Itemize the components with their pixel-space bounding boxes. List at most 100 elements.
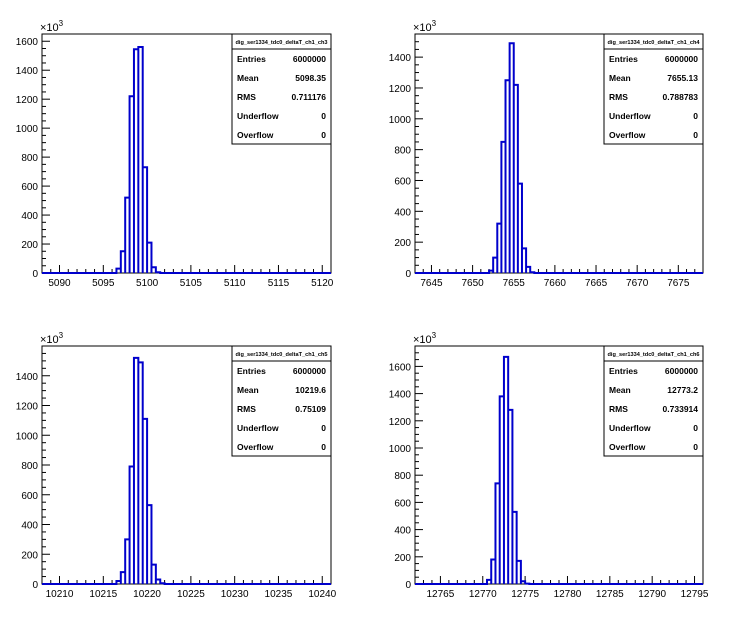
x-tick-label: 5115 bbox=[268, 278, 290, 289]
y-tick-label: 400 bbox=[21, 211, 38, 222]
histogram-bin bbox=[151, 267, 155, 273]
histogram-bin bbox=[138, 362, 142, 584]
stats-label: RMS bbox=[237, 92, 256, 102]
y-tick-label: 600 bbox=[21, 182, 38, 193]
histogram-bin bbox=[156, 272, 160, 273]
x-tick-label: 7660 bbox=[544, 278, 567, 289]
y-tick-label: 800 bbox=[394, 471, 411, 482]
histogram-panel: 0 200 400 600 800 1000 1200 1400 10210 10215 10220… bbox=[16, 331, 337, 600]
y-tick-label: 1400 bbox=[389, 53, 412, 64]
stats-value: 6000000 bbox=[293, 366, 326, 376]
histogram-bin bbox=[147, 243, 151, 273]
y-tick-label: 1400 bbox=[389, 390, 412, 401]
histogram-bin bbox=[491, 560, 495, 584]
y-tick-label: 200 bbox=[21, 240, 38, 251]
y-exponent-label: ×103 bbox=[40, 331, 64, 346]
stats-value: 0.711176 bbox=[291, 92, 326, 102]
histogram-bin bbox=[121, 251, 125, 273]
stats-box bbox=[603, 33, 704, 145]
histogram-bin bbox=[134, 49, 138, 273]
y-tick-label: 1200 bbox=[16, 402, 39, 413]
stats-value: 0 bbox=[693, 442, 698, 452]
histogram-bin bbox=[138, 47, 142, 273]
histogram-bin bbox=[518, 184, 522, 273]
x-tick-label: 12785 bbox=[596, 589, 624, 600]
histogram-bin bbox=[506, 80, 510, 273]
histogram-bin bbox=[125, 198, 129, 273]
stats-label: Overflow bbox=[237, 442, 274, 452]
y-tick-label: 800 bbox=[21, 153, 38, 164]
y-tick-label: 0 bbox=[405, 269, 411, 280]
stats-label: Underflow bbox=[609, 423, 651, 433]
histogram-series bbox=[42, 46, 331, 274]
x-tick-label: 10215 bbox=[89, 589, 117, 600]
histogram-bin bbox=[493, 258, 497, 273]
histogram-bin bbox=[521, 581, 525, 584]
stats-label: Underflow bbox=[237, 111, 279, 121]
histogram-panel: 0 200 400 600 800 1000 1200 1400 1600 12765 12770 1… bbox=[389, 331, 709, 600]
stats-label: RMS bbox=[237, 404, 256, 414]
histogram-bin bbox=[160, 583, 164, 584]
stats-value: 7655.13 bbox=[667, 73, 698, 83]
y-exponent-power: 3 bbox=[432, 19, 437, 28]
histogram-bin bbox=[514, 85, 518, 273]
stats-value: 0 bbox=[693, 423, 698, 433]
histogram-bin bbox=[121, 572, 125, 584]
stats-box bbox=[603, 345, 704, 457]
stats-value: 6000000 bbox=[665, 54, 698, 64]
histogram-bin bbox=[526, 267, 530, 273]
stats-label: Overflow bbox=[609, 442, 646, 452]
stats-value: 0.733914 bbox=[663, 404, 699, 414]
stats-label: Overflow bbox=[609, 130, 646, 140]
stats-label: Underflow bbox=[237, 423, 279, 433]
histogram-bin bbox=[530, 272, 534, 273]
stats-label: RMS bbox=[609, 404, 628, 414]
y-tick-label: 800 bbox=[21, 461, 38, 472]
y-tick-label: 1400 bbox=[16, 66, 39, 77]
stats-value: 6000000 bbox=[665, 366, 698, 376]
x-tick-label: 5105 bbox=[180, 278, 203, 289]
histogram-bin bbox=[116, 269, 120, 273]
stats-value: 10219.6 bbox=[295, 385, 326, 395]
stats-label: Entries bbox=[609, 366, 638, 376]
y-tick-label: 200 bbox=[21, 550, 38, 561]
x-tick-label: 7675 bbox=[667, 278, 690, 289]
y-exponent-base: ×10 bbox=[413, 334, 432, 346]
histogram-bin bbox=[147, 505, 151, 584]
histogram-bin bbox=[487, 580, 491, 584]
histogram-bin bbox=[510, 43, 514, 273]
stats-value: 0 bbox=[693, 130, 698, 140]
histogram-bin bbox=[130, 96, 134, 273]
x-tick-label: 10230 bbox=[221, 589, 249, 600]
histogram-bin bbox=[517, 561, 521, 584]
y-exponent-base: ×10 bbox=[413, 22, 432, 34]
histogram-bin bbox=[508, 410, 512, 584]
x-tick-label: 7670 bbox=[626, 278, 649, 289]
x-tick-label: 5095 bbox=[92, 278, 115, 289]
histogram-bin bbox=[151, 565, 155, 584]
y-tick-label: 400 bbox=[21, 521, 38, 532]
y-tick-label: 1600 bbox=[389, 362, 412, 373]
histogram-panel: 0 200 400 600 800 1000 1200 1400 7645 7650 7655 766… bbox=[389, 19, 704, 289]
histogram-series bbox=[42, 356, 331, 585]
stats-label: RMS bbox=[609, 92, 628, 102]
y-exponent-label: ×103 bbox=[40, 19, 64, 34]
stats-value: 0 bbox=[321, 423, 326, 433]
y-tick-label: 0 bbox=[32, 580, 38, 591]
y-tick-label: 1000 bbox=[16, 124, 39, 135]
x-tick-label: 7655 bbox=[503, 278, 526, 289]
y-tick-label: 1000 bbox=[16, 431, 39, 442]
histogram-bin bbox=[130, 466, 134, 584]
y-exponent-power: 3 bbox=[432, 331, 437, 340]
stats-label: Mean bbox=[609, 385, 631, 395]
stats-value: 0.788783 bbox=[663, 92, 699, 102]
x-tick-label: 12790 bbox=[638, 589, 666, 600]
stats-label: Entries bbox=[237, 54, 266, 64]
x-tick-label: 10240 bbox=[308, 589, 336, 600]
x-tick-label: 10220 bbox=[133, 589, 161, 600]
histogram-bin bbox=[501, 142, 505, 273]
histogram-bin bbox=[489, 271, 493, 273]
y-tick-label: 1200 bbox=[16, 95, 39, 106]
histogram-bin bbox=[125, 539, 129, 584]
